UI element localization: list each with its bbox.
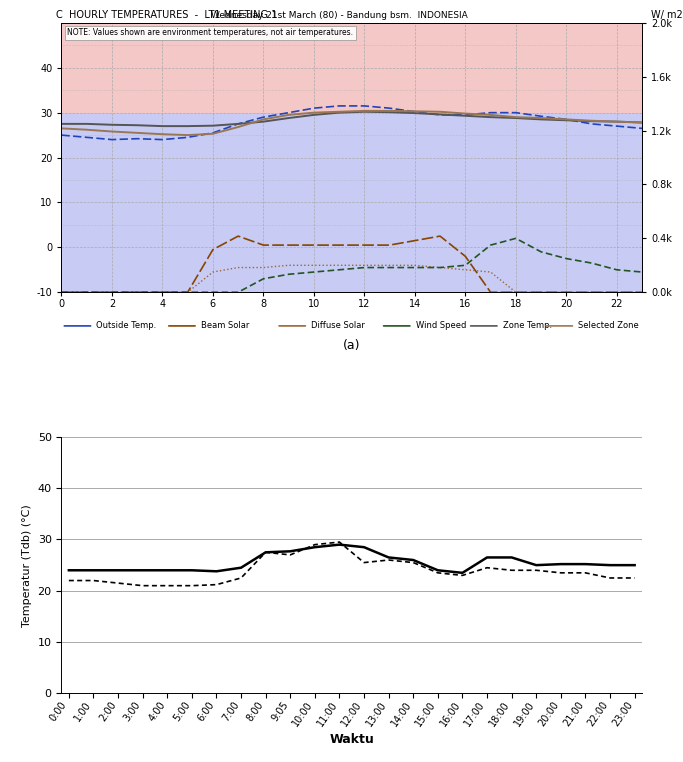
Tdb Ruang Rapat Barat [212,567,221,576]
Tdb Ruang Rapat Barat [483,553,491,562]
Tdb Rata-rata Ruang luar [581,568,589,578]
Tdb Ruang Rapat Barat [286,546,294,555]
Tdb Rata-rata Ruang luar [557,568,565,578]
Tdb Ruang Rapat Barat [360,543,368,552]
Tdb Rata-rata Ruang luar [89,576,98,585]
Tdb Ruang Rapat Barat [507,553,516,562]
Tdb Rata-rata Ruang luar [139,581,147,591]
Tdb Rata-rata Ruang luar [385,555,393,565]
Tdb Ruang Rapat Barat [532,561,540,570]
Tdb Ruang Rapat Barat [458,568,466,578]
Tdb Ruang Rapat Barat [606,561,614,570]
X-axis label: Waktu: Waktu [329,732,374,745]
Tdb Rata-rata Ruang luar [286,550,294,559]
Tdb Rata-rata Ruang luar [262,548,270,557]
Tdb Rata-rata Ruang luar [360,558,368,567]
Text: Outside Temp.: Outside Temp. [96,322,156,331]
Line: Tdb Rata-rata Ruang luar: Tdb Rata-rata Ruang luar [69,542,635,586]
Text: Selected Zone: Selected Zone [578,322,639,331]
Tdb Ruang Rapat Barat [65,565,73,575]
Tdb Rata-rata Ruang luar [507,565,516,575]
Tdb Ruang Rapat Barat [89,565,98,575]
Tdb Ruang Rapat Barat [163,565,171,575]
Tdb Rata-rata Ruang luar [188,581,196,591]
Tdb Rata-rata Ruang luar [483,563,491,572]
Tdb Rata-rata Ruang luar [237,573,245,582]
Tdb Ruang Rapat Barat [311,543,319,552]
Tdb Rata-rata Ruang luar [458,571,466,580]
Text: Diffuse Solar: Diffuse Solar [311,322,365,331]
Tdb Ruang Rapat Barat [139,565,147,575]
Tdb Rata-rata Ruang luar [114,578,122,588]
Tdb Ruang Rapat Barat [385,553,393,562]
Tdb Rata-rata Ruang luar [606,573,614,582]
Tdb Ruang Rapat Barat [237,563,245,572]
Tdb Rata-rata Ruang luar [532,565,540,575]
Text: (a): (a) [343,338,361,351]
Text: Wind Speed: Wind Speed [415,322,466,331]
Tdb Ruang Rapat Barat [434,565,442,575]
Y-axis label: Temperatur (Tdb) (°C): Temperatur (Tdb) (°C) [22,504,32,626]
Tdb Ruang Rapat Barat [409,555,417,565]
Tdb Rata-rata Ruang luar [212,580,221,589]
Tdb Ruang Rapat Barat [557,559,565,568]
Tdb Rata-rata Ruang luar [335,537,344,546]
Tdb Rata-rata Ruang luar [434,568,442,578]
Text: Beam Solar: Beam Solar [201,322,249,331]
Text: W/ m2: W/ m2 [651,10,683,20]
Tdb Ruang Rapat Barat [630,561,639,570]
Tdb Ruang Rapat Barat [114,565,122,575]
Tdb Rata-rata Ruang luar [311,540,319,549]
Text: Wednesday 21st March (80) - Bandung bsm.  INDONESIA: Wednesday 21st March (80) - Bandung bsm.… [211,11,468,20]
Tdb Ruang Rapat Barat [335,540,344,549]
Tdb Rata-rata Ruang luar [65,576,73,585]
Tdb Rata-rata Ruang luar [163,581,171,591]
Tdb Ruang Rapat Barat [188,565,196,575]
Tdb Rata-rata Ruang luar [409,558,417,567]
Tdb Ruang Rapat Barat [581,559,589,568]
Line: Tdb Ruang Rapat Barat: Tdb Ruang Rapat Barat [69,545,635,573]
Tdb Ruang Rapat Barat [262,548,270,557]
Text: Zone Temp.: Zone Temp. [503,322,552,331]
Tdb Rata-rata Ruang luar [630,573,639,582]
Text: NOTE: Values shown are environment temperatures, not air temperatures.: NOTE: Values shown are environment tempe… [67,28,353,37]
Text: C  HOURLY TEMPERATURES  -  LT1 MEETING 1: C HOURLY TEMPERATURES - LT1 MEETING 1 [56,10,277,20]
